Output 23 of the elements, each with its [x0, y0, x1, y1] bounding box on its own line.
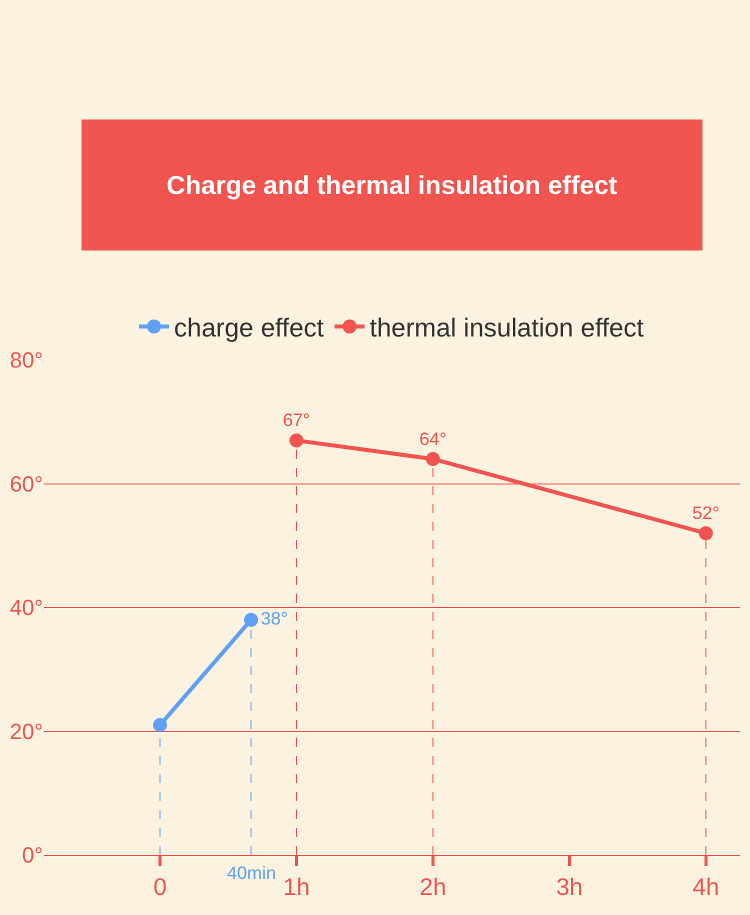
x-tick-label: 1h	[283, 874, 310, 901]
y-tick-label: 80°	[10, 348, 43, 373]
x-tick-label: 3h	[556, 874, 583, 901]
legend-label: charge effect	[174, 312, 325, 343]
data-label: 52°	[692, 503, 720, 523]
data-label: 67°	[282, 410, 310, 430]
y-tick-label: 0°	[22, 842, 43, 868]
x-tick-label: 2h	[420, 874, 446, 901]
legend-label: thermal insulation effect	[370, 312, 645, 343]
y-tick-label: 20°	[10, 718, 43, 744]
point	[698, 526, 713, 540]
data-label: 64°	[419, 428, 447, 449]
point	[426, 452, 440, 466]
y-tick-label: 40°	[10, 595, 43, 620]
point	[153, 718, 167, 732]
y-tick-label: 60°	[10, 471, 43, 496]
x-tick-label: 4h	[692, 874, 720, 901]
point	[289, 433, 304, 448]
x-tick-label: 0	[153, 874, 167, 901]
annotation: 40min	[227, 863, 276, 883]
point	[244, 612, 258, 627]
chart-title: Charge and thermal insulation effect	[166, 170, 618, 200]
data-label: 38°	[260, 608, 288, 628]
